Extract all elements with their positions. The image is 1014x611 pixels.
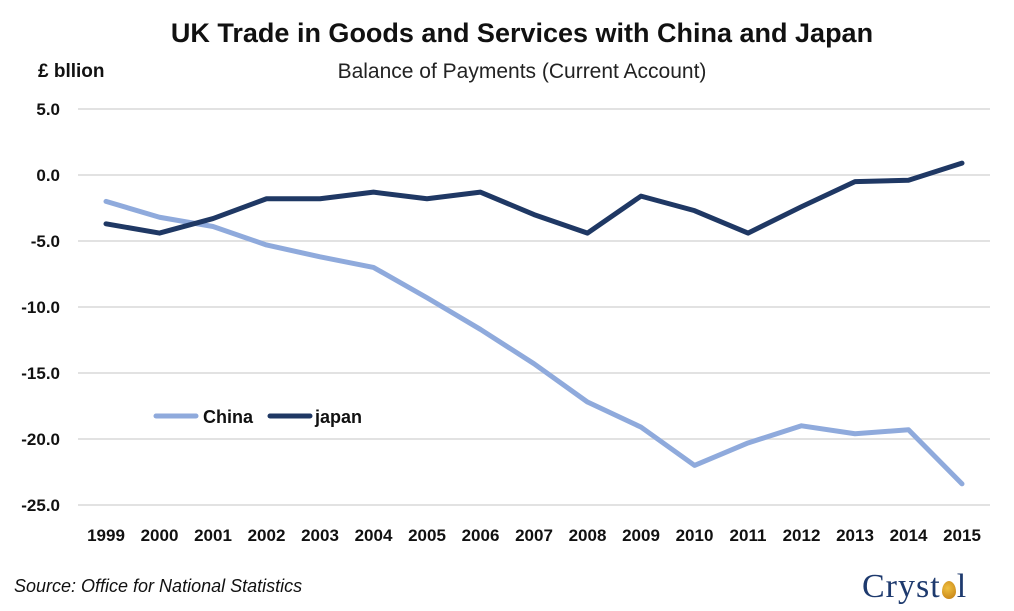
chart-subtitle: Balance of Payments (Current Account) [337, 60, 707, 83]
x-tick-label: 2004 [355, 526, 393, 545]
legend: China japan [153, 407, 362, 427]
y-tick-label: -20.0 [21, 430, 60, 449]
x-tick-label: 2002 [248, 526, 286, 545]
y-tick-label: -5.0 [31, 232, 60, 251]
x-tick-label: 2009 [622, 526, 660, 545]
y-tick-label: -25.0 [21, 496, 60, 515]
y-axis-unit-label: £ bllion [38, 61, 105, 82]
y-tick-label: -10.0 [21, 298, 60, 317]
x-tick-label: 2005 [408, 526, 446, 545]
logo-text: Cryst [862, 568, 941, 605]
gridlines [78, 108, 990, 506]
series-lines [103, 160, 965, 487]
chart-title: UK Trade in Goods and Services with Chin… [170, 18, 874, 48]
x-tick-label: 2003 [301, 526, 339, 545]
legend-label-japan: japan [314, 407, 362, 427]
x-tick-label: 1999 [87, 526, 125, 545]
y-tick-label: 5.0 [36, 100, 60, 119]
x-tick-label: 2014 [890, 526, 928, 545]
x-tick-label: 2008 [569, 526, 607, 545]
x-tick-label: 2010 [676, 526, 714, 545]
y-tick-label: -15.0 [21, 364, 60, 383]
series-line-japan [103, 160, 965, 236]
x-axis-ticks: 1999 2000 2001 2002 2003 2004 2005 2006 2007 2008… [87, 526, 981, 545]
crystol-logo: Cryst l [862, 568, 967, 606]
x-tick-label: 2015 [943, 526, 981, 545]
x-tick-label: 2013 [836, 526, 874, 545]
source-note: Source: Office for National Statistics [14, 576, 303, 596]
logo-text-end: l [956, 568, 968, 605]
x-tick-label: 2011 [730, 526, 767, 545]
x-tick-label: 2001 [194, 526, 232, 545]
x-tick-label: 2007 [515, 526, 553, 545]
y-tick-label: 0.0 [36, 166, 60, 185]
x-tick-label: 2012 [783, 526, 821, 545]
legend-label-china: China [203, 407, 254, 427]
x-tick-label: 2006 [462, 526, 500, 545]
x-tick-label: 2000 [141, 526, 179, 545]
series-line-china [103, 198, 965, 487]
y-axis-ticks: 5.0 0.0 -5.0 -10.0 -15.0 -20.0 -25.0 [21, 100, 60, 515]
oil-drop-icon [941, 581, 956, 599]
